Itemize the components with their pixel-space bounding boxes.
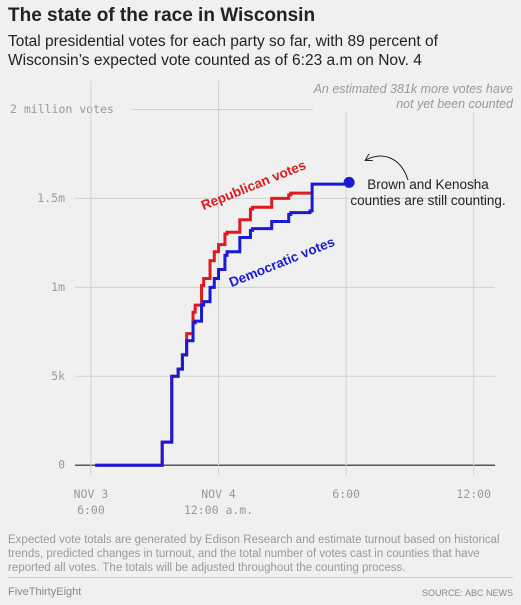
x-tick-label: 6:00 [332, 487, 360, 501]
title: The state of the race in Wisconsin [8, 5, 316, 26]
arrow [366, 156, 409, 181]
x-tick-label: 12:00 [456, 487, 492, 501]
chart: 0 5k 1m 1.5m 2 million votes Republican votes… [8, 81, 495, 475]
latest-dot [343, 176, 355, 188]
y-tick-label: 2 million votes [10, 102, 114, 116]
y-tick-label: 1m [51, 280, 65, 294]
y-tick-label: 1.5m [37, 191, 65, 205]
label-bg [34, 279, 68, 296]
brand: FiveThirtyEight [8, 586, 82, 598]
subtitle: Total presidential votes for each party … [8, 33, 438, 69]
series-line [95, 191, 313, 467]
series-label: Democratic votes [227, 234, 337, 290]
x-tick-label: NOV 3 6:00 [73, 487, 109, 517]
annotation: Brown and Kenosha counties are still cou… [350, 177, 506, 208]
x-tick-label: NOV 4 12:00 a.m. [183, 487, 254, 517]
series-line [95, 182, 348, 467]
y-tick-label: 0 [58, 458, 65, 472]
series-label: Republican votes [199, 157, 308, 213]
label-bg [34, 190, 68, 207]
footnote: Expected vote totals are generated by Ed… [8, 534, 500, 574]
annotation: An estimated 381k more votes have not ye… [313, 82, 513, 112]
label-bg [34, 457, 68, 474]
label-bg [34, 368, 68, 385]
source: SOURCE: ABC NEWS [421, 588, 513, 598]
label-bg [8, 101, 132, 118]
y-tick-label: 5k [51, 369, 65, 383]
rule [8, 577, 513, 578]
